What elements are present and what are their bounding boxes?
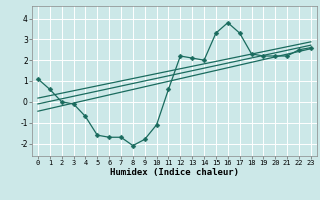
- X-axis label: Humidex (Indice chaleur): Humidex (Indice chaleur): [110, 168, 239, 177]
